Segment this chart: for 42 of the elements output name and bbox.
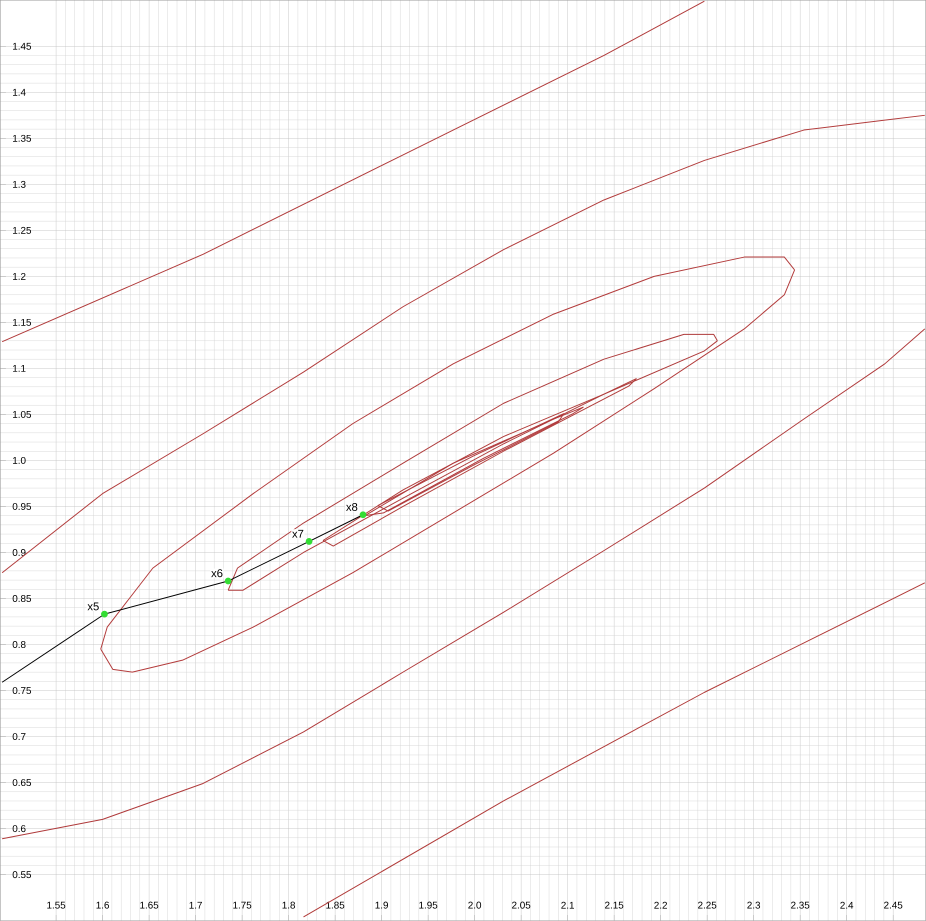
annotation: x8 [346,503,358,511]
y-tick-label: 1.2 [13,273,26,280]
x-tick-label: 1.8 [282,902,296,909]
x-tick-label: 1.65 [140,902,158,909]
x-tick-label: 2.3 [747,902,760,909]
x-tick-label: 2.25 [698,902,716,909]
y-tick-label: 0.95 [12,503,32,510]
y-tick-label: 1.15 [13,319,32,326]
y-tick-label: 0.65 [12,779,32,786]
x-tick-label: 2.2 [654,902,668,909]
y-tick-label: 1.05 [13,411,32,418]
annotation: x6 [211,569,222,578]
x-tick-label: 1.75 [233,902,252,909]
y-tick-label: 0.85 [12,595,32,602]
annotation: x5 [87,602,99,610]
y-tick-label: 0.75 [12,687,32,694]
y-tick-label: 1.4 [13,88,26,96]
x-tick-label: 1.55 [47,902,66,909]
x-tick-label: 2.35 [791,902,810,909]
x-tick-label: 1.6 [96,902,109,909]
x-tick-label: 1.85 [326,902,344,909]
annotation: x7 [292,530,304,538]
x-tick-label: 1.7 [190,902,202,909]
y-tick-label: 1.45 [13,42,32,50]
y-tick-label: 1.35 [13,134,32,142]
y-tick-label: 0.9 [12,549,26,556]
x-tick-label: 2.45 [884,902,902,909]
x-tick-label: 2.4 [840,902,854,909]
y-tick-label: 1.0 [13,457,26,464]
x-tick-label: 2.05 [512,902,530,909]
y-tick-label: 1.25 [13,226,32,234]
y-tick-label: 0.8 [12,641,26,648]
y-tick-label: 1.3 [13,180,26,188]
x-tick-label: 1.9 [376,902,388,909]
x-tick-label: 1.95 [419,902,438,909]
x-tick-label: 2.1 [561,902,574,909]
y-tick-label: 1.1 [13,365,26,372]
x-tick-label: 2.0 [468,902,482,909]
y-tick-label: 0.6 [12,825,26,832]
x-tick-label: 2.15 [605,902,624,909]
y-tick-label: 0.55 [12,871,32,878]
y-tick-label: 0.7 [12,733,26,740]
